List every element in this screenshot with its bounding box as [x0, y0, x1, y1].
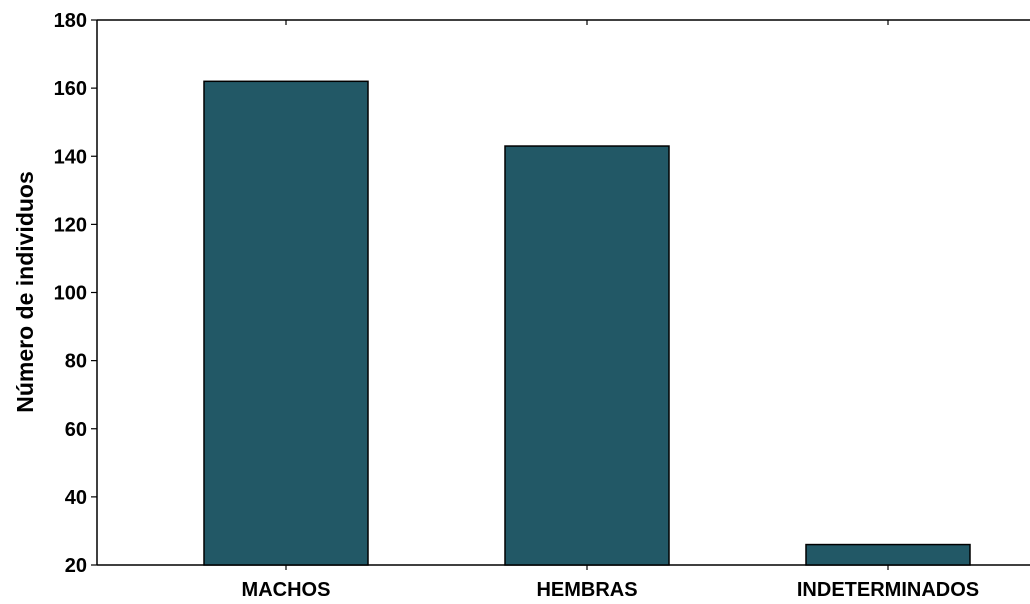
x-tick-label: INDETERMINADOS: [797, 579, 979, 601]
bar-hembras: [504, 145, 670, 566]
y-tick-label: 180: [54, 10, 87, 32]
bars-group: [203, 80, 971, 566]
y-tick-label: 140: [54, 146, 87, 168]
y-axis-title: Número de individuos: [12, 171, 38, 413]
y-tick-label: 20: [65, 555, 87, 577]
y-tick-label: 80: [65, 351, 87, 373]
bar-machos: [203, 80, 369, 566]
y-tick-label: 40: [65, 487, 87, 509]
y-ticks-group: 20 40 60 80 100 120 140 160 180: [54, 10, 97, 577]
y-tick-label: 160: [54, 78, 87, 100]
y-tick-label: 120: [54, 214, 87, 236]
bar-indeterminados: [805, 543, 971, 566]
x-ticks-group: MACHOS HEMBRAS INDETERMINADOS: [242, 20, 979, 601]
x-tick-label: HEMBRAS: [536, 579, 637, 601]
y-tick-label: 100: [54, 283, 87, 305]
x-tick-label: MACHOS: [242, 579, 331, 601]
y-tick-label: 60: [65, 419, 87, 441]
